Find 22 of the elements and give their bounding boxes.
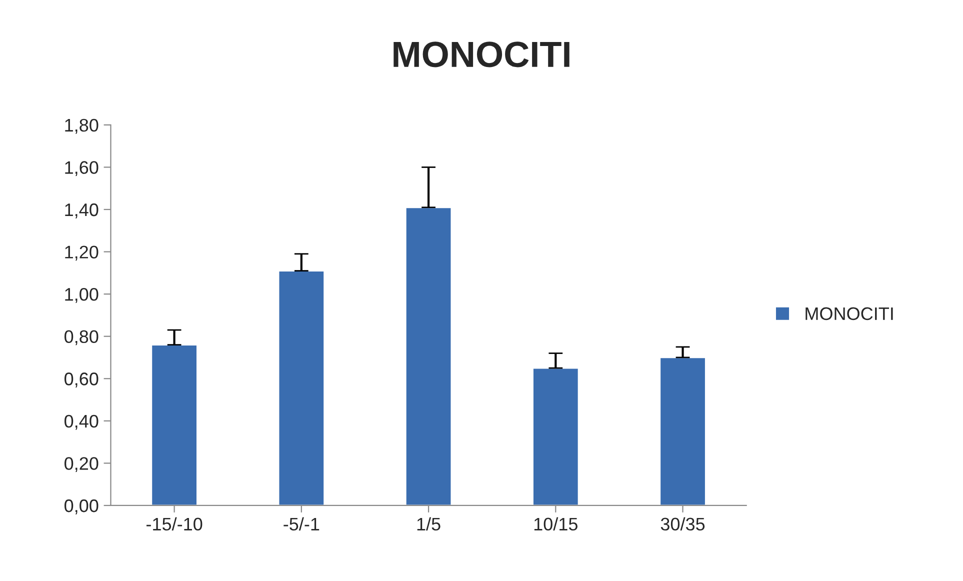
bar: [278, 270, 325, 506]
x-tick-label: -15/-10: [146, 517, 202, 531]
y-tick-label: 1,00: [65, 288, 98, 303]
y-tick-label: 0,80: [64, 330, 98, 346]
y-tick-label: 1,80: [65, 118, 98, 134]
x-tick-label: 30/35: [660, 517, 705, 531]
legend-label: MONOCITI: [806, 307, 893, 320]
y-tick-label: 1,60: [65, 161, 98, 176]
bar: [404, 206, 452, 506]
y-tick-label: 1,40: [65, 203, 98, 218]
bar: [659, 356, 706, 506]
bar: [150, 344, 198, 506]
y-tick-label: 0,40: [64, 414, 98, 430]
y-tick-label: 1,20: [65, 246, 98, 261]
chart-title: MONOCITI: [394, 42, 570, 68]
bar: [532, 367, 580, 506]
y-tick-label: 0,60: [64, 372, 98, 388]
y-tick-label: 0,20: [64, 457, 98, 472]
y-tick-label: 0,00: [64, 499, 98, 514]
x-tick-label: 1/5: [417, 517, 440, 531]
x-tick-label: 10/15: [534, 517, 578, 531]
x-tick-label: -5/-1: [284, 517, 320, 531]
